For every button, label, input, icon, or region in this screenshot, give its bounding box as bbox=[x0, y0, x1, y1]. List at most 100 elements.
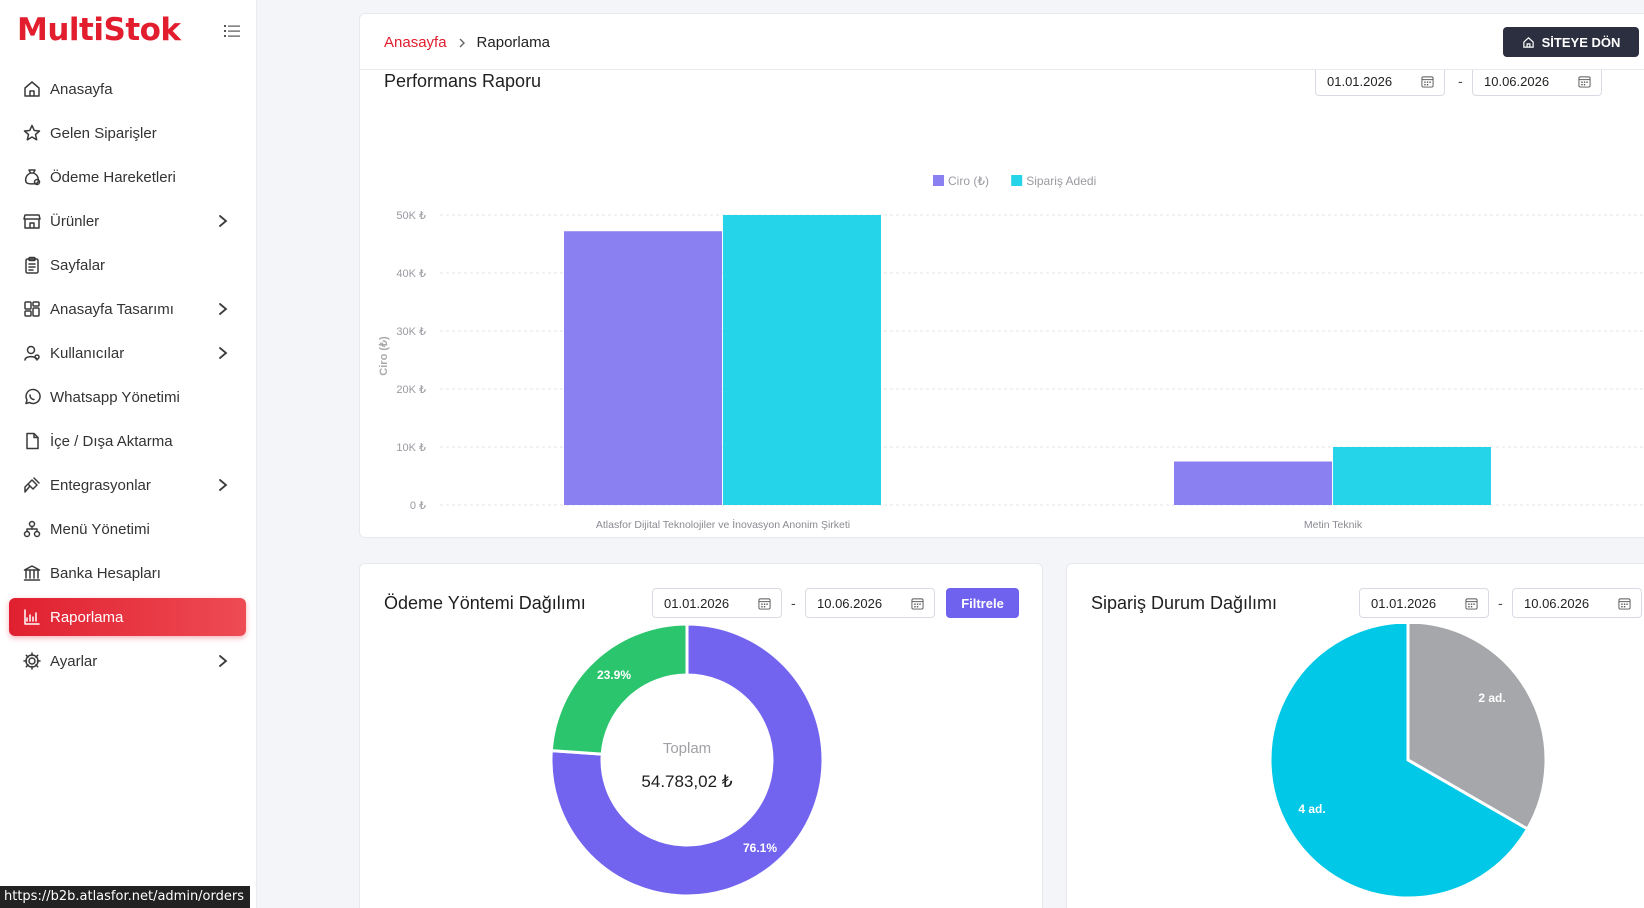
performance-title: Performans Raporu bbox=[384, 71, 542, 91]
logo-row: MultiStok bbox=[17, 12, 247, 52]
date-range-separator: - bbox=[791, 595, 796, 611]
chevron-right-icon bbox=[219, 479, 228, 491]
y-tick-label: 40K ₺ bbox=[396, 268, 426, 280]
order-status-pie-chart: 2 ad. 4 ad. bbox=[1268, 624, 1548, 900]
performance-date-from[interactable]: 01.01.2026 bbox=[1315, 66, 1445, 96]
chart-icon bbox=[24, 609, 40, 625]
status-bar-url: https://b2b.atlasfor.net/admin/orders bbox=[0, 886, 250, 908]
gear-icon bbox=[23, 652, 41, 670]
sidebar-item-anasayfa-tasarımı[interactable]: Anasayfa Tasarımı bbox=[9, 290, 246, 328]
logo[interactable]: MultiStok bbox=[17, 12, 181, 48]
sidebar-nav: Anasayfa Gelen Siparişler Ödeme Hareketler… bbox=[9, 70, 246, 686]
sidebar-item-label: Banka Hesapları bbox=[50, 564, 161, 582]
bar-order-count bbox=[1333, 447, 1491, 505]
payment-date-to[interactable]: 10.06.2026 bbox=[805, 588, 935, 618]
bar-revenue bbox=[564, 231, 722, 505]
donut-slice bbox=[549, 624, 825, 898]
order-status-card: Sipariş Durum Dağılımı 01.01.2026 - 10.0… bbox=[1066, 563, 1644, 908]
user-icon bbox=[24, 345, 40, 361]
file-icon bbox=[26, 432, 39, 450]
sidebar-item-kullanıcılar[interactable]: Kullanıcılar bbox=[9, 334, 246, 372]
sidebar-item-label: Ayarlar bbox=[50, 652, 98, 670]
pie-slice bbox=[1268, 624, 1530, 900]
calendar-icon bbox=[1578, 76, 1591, 88]
sidebar-item-label: Ödeme Hareketleri bbox=[50, 168, 176, 186]
sidebar-item-label: Entegrasyonlar bbox=[50, 476, 151, 494]
legend-swatch bbox=[1011, 175, 1023, 186]
sidebar-item-gelen-siparişler[interactable]: Gelen Siparişler bbox=[9, 114, 246, 152]
layout-grid-icon bbox=[24, 301, 40, 317]
performance-date-from-value: 01.01.2026 bbox=[1327, 73, 1393, 89]
sidebar-item-label: Whatsapp Yönetimi bbox=[50, 388, 180, 406]
chevron-right-icon bbox=[219, 303, 228, 315]
performance-date-to[interactable]: 10.06.2026 bbox=[1472, 66, 1602, 96]
y-tick-label: 50K ₺ bbox=[396, 210, 426, 222]
payment-date-to-value: 10.06.2026 bbox=[817, 595, 883, 611]
sidebar-item-entegrasyonlar[interactable]: Entegrasyonlar bbox=[9, 466, 246, 504]
bar-order-count bbox=[723, 215, 881, 505]
sidebar-item-label: Ürünler bbox=[50, 212, 100, 230]
money-bag-icon bbox=[24, 169, 41, 186]
home-icon bbox=[1522, 36, 1534, 48]
sidebar-item-label: Sayfalar bbox=[50, 256, 106, 274]
whatsapp-icon bbox=[25, 388, 41, 405]
top-bar: Anasayfa Raporlama SİTEYE DÖN bbox=[359, 13, 1644, 70]
y-tick-label: 30K ₺ bbox=[396, 326, 426, 338]
calendar-icon bbox=[758, 598, 771, 610]
breadcrumb-current: Raporlama bbox=[476, 34, 550, 51]
sidebar-item-whatsapp-yönetimi[interactable]: Whatsapp Yönetimi bbox=[9, 378, 246, 416]
donut-total-value: 54.783,02 ₺ bbox=[641, 772, 732, 791]
chevron-right-icon bbox=[219, 347, 228, 359]
sidebar-item-ayarlar[interactable]: Ayarlar bbox=[9, 642, 246, 680]
payment-date-from-value: 01.01.2026 bbox=[664, 595, 730, 611]
menu-toggle-icon[interactable] bbox=[223, 22, 241, 40]
y-tick-label: 0 ₺ bbox=[410, 500, 426, 512]
sidebar-item-ürünler[interactable]: Ürünler bbox=[9, 202, 246, 240]
bar-revenue bbox=[1174, 461, 1332, 505]
sidebar-item-label: Gelen Siparişler bbox=[50, 124, 157, 142]
slice-value-label: 4 ad. bbox=[1298, 802, 1325, 816]
payment-date-from[interactable]: 01.01.2026 bbox=[652, 588, 782, 618]
sitemap-icon bbox=[23, 520, 41, 538]
order-date-to[interactable]: 10.06.2026 bbox=[1512, 588, 1642, 618]
date-range-separator: - bbox=[1458, 73, 1463, 89]
calendar-icon bbox=[1465, 598, 1478, 610]
bank-icon bbox=[23, 565, 41, 581]
plug-icon bbox=[24, 477, 40, 493]
order-date-from[interactable]: 01.01.2026 bbox=[1359, 588, 1489, 618]
filter-button[interactable]: Filtrele bbox=[946, 588, 1019, 618]
payment-method-card: Ödeme Yöntemi Dağılımı 01.01.2026 - 10.0… bbox=[359, 563, 1043, 908]
order-date-to-value: 10.06.2026 bbox=[1524, 595, 1590, 611]
y-tick-label: 20K ₺ bbox=[396, 384, 426, 396]
store-icon bbox=[23, 214, 41, 229]
sidebar-item-banka-hesapları[interactable]: Banka Hesapları bbox=[9, 554, 246, 592]
sidebar: MultiStok Anasayfa Gelen Siparişler Ödeme … bbox=[0, 0, 257, 908]
slice-value-label: 76.1% bbox=[743, 841, 777, 855]
chevron-right-icon bbox=[219, 215, 228, 227]
calendar-icon bbox=[911, 598, 924, 610]
breadcrumb-home-link[interactable]: Anasayfa bbox=[384, 34, 447, 51]
payment-donut-chart: 76.1% 23.9% Toplam 54.783,02 ₺ bbox=[549, 624, 825, 898]
sidebar-item-sayfalar[interactable]: Sayfalar bbox=[9, 246, 246, 284]
donut-total-label: Toplam bbox=[663, 740, 711, 757]
back-to-site-button[interactable]: SİTEYE DÖN bbox=[1503, 27, 1639, 57]
order-date-from-value: 01.01.2026 bbox=[1371, 595, 1437, 611]
sidebar-item-label: Anasayfa bbox=[50, 80, 113, 98]
legend-swatch bbox=[933, 175, 944, 186]
performance-bar-chart: Ciro (₺) Sipariş Adedi 0 ₺ 10K ₺ 20K ₺ 30K ₺ 4… bbox=[378, 174, 1644, 531]
back-to-site-label: SİTEYE DÖN bbox=[1541, 34, 1621, 50]
legend-label: Sipariş Adedi bbox=[1026, 174, 1096, 188]
sidebar-item-menü-yönetimi[interactable]: Menü Yönetimi bbox=[9, 510, 246, 548]
calendar-icon bbox=[1421, 76, 1434, 88]
legend-label: Ciro (₺) bbox=[948, 174, 989, 188]
donut-slice bbox=[549, 624, 689, 756]
star-icon bbox=[23, 124, 41, 141]
sidebar-item-raporlama[interactable]: Raporlama bbox=[9, 598, 246, 636]
x-tick-label: Atlasfor Dijital Teknolojiler ve İnovasy… bbox=[596, 518, 850, 531]
calendar-icon bbox=[1618, 598, 1631, 610]
sidebar-item-i-çe-dışa-aktarma[interactable]: İçe / Dışa Aktarma bbox=[9, 422, 246, 460]
sidebar-item-ödeme-hareketleri[interactable]: Ödeme Hareketleri bbox=[9, 158, 246, 196]
sidebar-item-label: Kullanıcılar bbox=[50, 344, 125, 362]
sidebar-item-anasayfa[interactable]: Anasayfa bbox=[9, 70, 246, 108]
sidebar-item-label: Anasayfa Tasarımı bbox=[50, 300, 174, 318]
